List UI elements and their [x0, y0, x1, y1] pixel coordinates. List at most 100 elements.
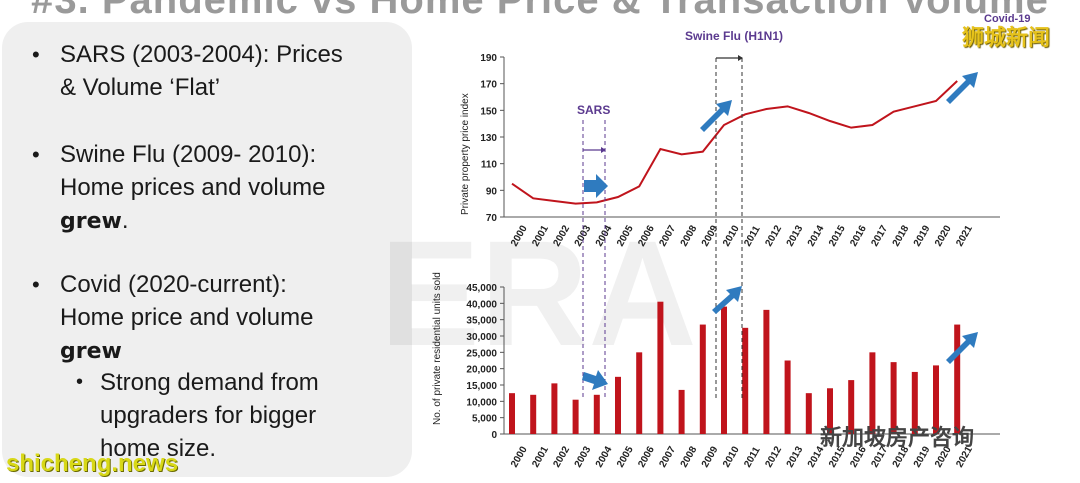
price-x-tick-label: 2010	[721, 223, 742, 248]
volume-x-tick-label: 2002	[551, 444, 572, 469]
volume-bar	[784, 360, 791, 434]
volume-x-tick-label: 2006	[636, 444, 657, 469]
bullet-covid-line1: Covid (2020-current):	[60, 271, 287, 298]
bullet-swine-flu: • Swine Flu (2009- 2010): Home prices an…	[32, 138, 326, 238]
volume-bar	[721, 306, 727, 434]
price-x-tick-label: 2009	[700, 223, 721, 248]
volume-y-tick-label: 15,000	[466, 381, 497, 392]
volume-bar	[933, 365, 939, 434]
volume-bar	[615, 376, 621, 434]
bullet-swine-tail: .	[121, 207, 129, 234]
logo-watermark: 狮城新闻	[962, 25, 1051, 50]
volume-bar	[657, 301, 664, 434]
volume-bar	[572, 399, 579, 434]
price-x-tick-label: 2017	[869, 223, 890, 248]
volume-x-tick-label: 2008	[679, 444, 700, 469]
volume-bar	[509, 393, 515, 434]
volume-bar	[763, 309, 770, 434]
volume-bar	[890, 362, 897, 434]
volume-bar	[805, 393, 812, 434]
swine-flu-label: Swine Flu (H1N1)	[685, 29, 783, 43]
volume-x-tick-label: 2000	[509, 444, 530, 469]
price-x-tick-label: 2020	[933, 223, 954, 248]
sub-bullet-dot: •	[76, 371, 84, 393]
price-series-line	[511, 80, 958, 205]
era-watermark: ERA	[380, 209, 697, 377]
volume-bar	[530, 394, 537, 434]
slide-title: #3. Pandemic vs Home Price & Transaction…	[0, 0, 1080, 18]
sars-bracket-arrow-icon	[601, 147, 606, 153]
volume-x-tick-label: 2009	[700, 444, 721, 469]
volume-bar	[636, 352, 643, 434]
volume-x-tick-label: 2013	[785, 444, 806, 469]
price-x-tick-label: 2011	[742, 224, 763, 249]
bullet-swine-bold: grew	[60, 209, 122, 234]
volume-y-tick-label: 5,000	[472, 414, 497, 425]
swine-bracket-arrow-icon	[738, 55, 743, 61]
sub-bullet-line2: upgraders for bigger	[100, 402, 317, 429]
price-y-tick-label: 150	[480, 106, 497, 117]
sars-volume-arrow-icon	[582, 370, 608, 390]
volume-bar	[742, 327, 749, 434]
volume-x-tick-label: 2012	[763, 444, 784, 469]
volume-x-tick-label: 2010	[721, 444, 742, 469]
price-y-tick-label: 90	[486, 186, 498, 197]
price-x-tick-label: 2021	[954, 223, 975, 248]
bullet-sars-line2: & Volume ‘Flat’	[60, 74, 221, 101]
volume-y-tick-label: 20,000	[466, 365, 497, 376]
bullet-dot: •	[32, 142, 40, 167]
volume-y-tick-label: 25,000	[466, 348, 497, 359]
swine-volume-arrow-icon	[712, 286, 742, 314]
sub-bullet-line3: home size.	[100, 435, 217, 462]
volume-bar	[869, 352, 876, 434]
volume-x-tick-label: 2011	[742, 445, 763, 470]
bullet-dot: •	[32, 42, 40, 67]
price-y-label: Private property price index	[460, 93, 471, 215]
site-watermark: shicheng.news	[6, 450, 179, 477]
volume-bar	[699, 324, 706, 434]
bullet-covid: • Covid (2020-current): Home price and v…	[32, 268, 314, 368]
sub-bullet-demand: • Strong demand from upgraders for bigge…	[76, 366, 319, 465]
wechat-watermark: 新加坡房产咨询	[820, 425, 975, 450]
trend-arrows	[582, 72, 978, 390]
volume-bar	[593, 394, 600, 434]
volume-bar	[954, 324, 961, 434]
bullet-dot: •	[32, 272, 40, 297]
volume-bar	[827, 388, 833, 434]
volume-y-tick-label: 35,000	[466, 316, 497, 327]
bullet-panel	[2, 22, 412, 477]
price-x-tick-label: 2019	[912, 223, 933, 248]
price-y-tick-label: 130	[480, 133, 497, 144]
bullet-swine-line1: Swine Flu (2009- 2010):	[60, 141, 317, 168]
covid-volume-arrow-icon	[946, 332, 978, 364]
covid-label: Covid-19	[984, 13, 1030, 25]
volume-y-label: No. of private residential units sold	[432, 272, 443, 425]
sars-label: SARS	[577, 103, 610, 117]
price-y-tick-label: 170	[480, 80, 497, 91]
price-x-tick-label: 2018	[891, 223, 912, 248]
volume-y-tick-label: 0	[491, 430, 497, 441]
bullet-covid-line2: Home price and volume	[60, 304, 314, 331]
covid-price-arrow-icon	[946, 72, 978, 104]
price-x-tick-label: 2014	[806, 223, 827, 248]
price-y-tick-label: 70	[486, 213, 498, 224]
bullet-sars: • SARS (2003-2004): Prices & Volume ‘Fla…	[32, 38, 343, 104]
bullet-swine-line2: Home prices and volume	[60, 174, 326, 201]
volume-y-tick-label: 45,000	[466, 283, 497, 294]
sars-price-arrow-icon	[584, 174, 608, 198]
volume-y-tick-label: 10,000	[466, 397, 497, 408]
volume-bar	[848, 380, 855, 434]
volume-y-tick-label: 40,000	[466, 299, 497, 310]
bullet-covid-bold: grew	[60, 339, 122, 364]
price-y-tick-label: 110	[481, 160, 498, 171]
volume-x-tick-label: 2005	[615, 444, 636, 469]
volume-bar	[911, 371, 918, 434]
volume-bar	[551, 383, 558, 434]
volume-y-tick-label: 30,000	[466, 332, 497, 343]
volume-bar	[678, 389, 685, 434]
price-x-tick-label: 2015	[827, 223, 848, 248]
price-y-tick-label: 190	[480, 53, 497, 64]
sub-bullet-line1: Strong demand from	[100, 369, 319, 396]
price-x-tick-label: 2012	[763, 223, 784, 248]
